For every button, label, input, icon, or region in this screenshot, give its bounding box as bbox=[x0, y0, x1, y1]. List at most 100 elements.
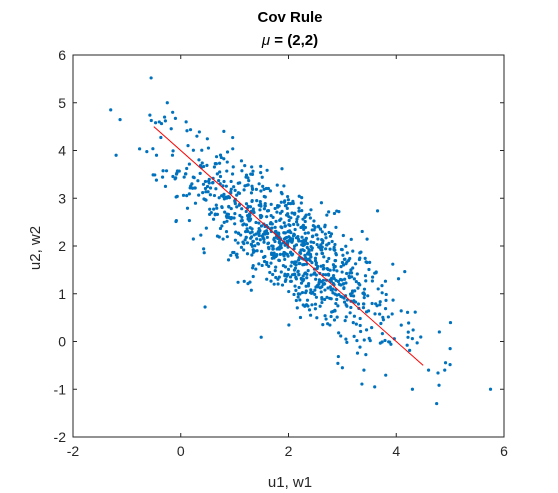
scatter-point bbox=[361, 306, 366, 310]
scatter-point bbox=[277, 258, 281, 262]
scatter-point bbox=[217, 161, 222, 165]
scatter-point bbox=[242, 222, 246, 226]
scatter-point bbox=[383, 307, 388, 311]
scatter-point bbox=[301, 223, 305, 227]
scatter-point bbox=[329, 297, 333, 301]
scatter-point bbox=[275, 247, 279, 251]
scatter-point bbox=[309, 240, 313, 244]
scatter-point bbox=[250, 253, 254, 257]
scatter-point bbox=[315, 316, 319, 320]
scatter-point bbox=[252, 210, 256, 215]
scatter-point bbox=[340, 260, 345, 265]
scatter-point bbox=[340, 278, 344, 282]
scatter-point bbox=[246, 229, 250, 234]
scatter-point bbox=[282, 250, 286, 255]
scatter-point bbox=[384, 298, 388, 302]
scatter-point bbox=[297, 239, 301, 243]
scatter-point bbox=[245, 227, 249, 231]
scatter-point bbox=[260, 175, 264, 179]
scatter-point bbox=[235, 193, 239, 197]
scatter-point bbox=[205, 163, 209, 167]
scatter-point bbox=[246, 217, 250, 221]
chart-subtitle: μ = (2,2) bbox=[261, 32, 318, 49]
scatter-point bbox=[355, 351, 360, 355]
scatter-point bbox=[262, 240, 266, 244]
scatter-point bbox=[305, 245, 309, 250]
scatter-point bbox=[332, 248, 337, 252]
scatter-point bbox=[344, 315, 348, 319]
scatter-point bbox=[332, 318, 337, 322]
scatter-point bbox=[317, 245, 321, 249]
scatter-point bbox=[257, 233, 261, 238]
scatter-point bbox=[315, 242, 319, 247]
scatter-point bbox=[399, 309, 403, 313]
scatter-point bbox=[314, 277, 318, 281]
scatter-point bbox=[364, 328, 369, 332]
scatter-point bbox=[327, 256, 331, 261]
scatter-point bbox=[233, 202, 237, 206]
scatter-point bbox=[258, 208, 262, 212]
scatter-point bbox=[381, 315, 385, 319]
scatter-point bbox=[164, 169, 169, 173]
scatter-point bbox=[282, 231, 286, 235]
scatter-point bbox=[286, 201, 291, 206]
scatter-point bbox=[283, 274, 287, 278]
scatter-point bbox=[212, 193, 217, 198]
scatter-point bbox=[171, 149, 175, 153]
scatter-point bbox=[319, 201, 324, 205]
scatter-point bbox=[304, 256, 308, 260]
scatter-point bbox=[360, 382, 364, 386]
scatter-point bbox=[396, 277, 401, 281]
scatter-point bbox=[358, 256, 362, 260]
scatter-point bbox=[362, 338, 366, 342]
scatter-point bbox=[239, 245, 244, 249]
scatter-point bbox=[154, 178, 159, 182]
scatter-point bbox=[220, 194, 224, 198]
scatter-point bbox=[292, 212, 297, 216]
scatter-point bbox=[384, 292, 388, 297]
scatter-point bbox=[171, 174, 175, 179]
scatter-point bbox=[242, 242, 246, 246]
scatter-point bbox=[295, 220, 299, 224]
scatter-point bbox=[324, 236, 328, 240]
scatter-point bbox=[154, 153, 159, 157]
scatter-point bbox=[275, 183, 279, 187]
scatter-point bbox=[328, 323, 332, 327]
scatter-point bbox=[274, 265, 278, 269]
scatter-point bbox=[185, 166, 189, 171]
scatter-point bbox=[229, 179, 233, 184]
scatter-point bbox=[259, 189, 263, 193]
scatter-point bbox=[325, 213, 329, 217]
scatter-point bbox=[298, 292, 302, 296]
scatter-point bbox=[271, 272, 275, 277]
scatter-point bbox=[290, 239, 294, 243]
y-tick-label: 1 bbox=[58, 286, 66, 302]
scatter-point bbox=[269, 229, 273, 234]
scatter-point bbox=[328, 247, 332, 251]
scatter-point bbox=[145, 150, 149, 154]
scatter-point bbox=[355, 338, 359, 343]
scatter-point bbox=[275, 210, 279, 214]
scatter-point bbox=[287, 235, 291, 239]
scatter-point bbox=[296, 295, 300, 299]
scatter-point bbox=[229, 206, 233, 211]
scatter-point bbox=[323, 288, 327, 292]
scatter-point bbox=[305, 252, 309, 256]
scatter-point bbox=[247, 179, 251, 183]
scatter-point bbox=[331, 263, 336, 267]
scatter-point bbox=[320, 296, 324, 300]
scatter-point bbox=[282, 221, 286, 225]
scatter-point bbox=[283, 257, 287, 262]
scatter-point bbox=[217, 196, 221, 200]
scatter-point bbox=[206, 190, 210, 194]
scatter-point bbox=[310, 235, 315, 239]
scatter-point bbox=[212, 165, 216, 169]
scatter-point bbox=[225, 219, 229, 223]
scatter-point bbox=[286, 240, 290, 244]
scatter-point bbox=[323, 232, 327, 236]
scatter-point bbox=[341, 253, 345, 257]
scatter-point bbox=[448, 320, 453, 325]
scatter-point bbox=[225, 215, 229, 219]
y-tick-label: 6 bbox=[58, 47, 66, 63]
scatter-point bbox=[339, 334, 343, 338]
